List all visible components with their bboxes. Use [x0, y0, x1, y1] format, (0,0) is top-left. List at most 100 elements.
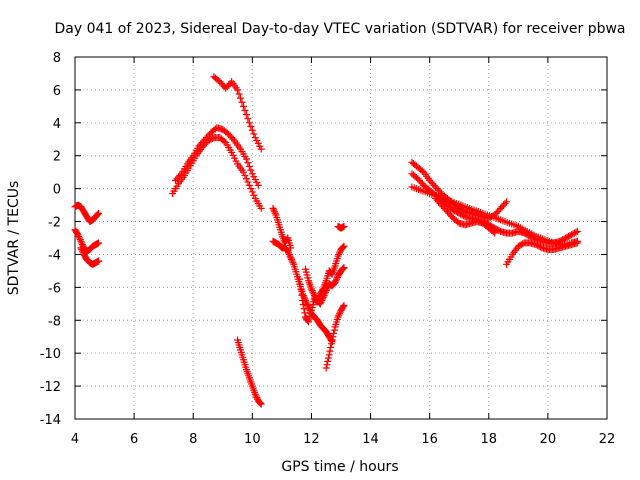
- data-point: [432, 195, 440, 203]
- y-tick-label: -6: [48, 281, 61, 296]
- data-point: [318, 297, 326, 305]
- data-point: [429, 180, 437, 188]
- data-point: [569, 230, 577, 238]
- data-point: [287, 254, 295, 262]
- series-arc-18: [503, 239, 581, 268]
- x-tick-label: 18: [481, 432, 498, 447]
- data-point: [427, 178, 435, 186]
- data-point: [440, 204, 448, 212]
- data-point: [455, 209, 463, 217]
- series-arc-2: [71, 226, 103, 255]
- data-point: [325, 351, 333, 359]
- data-point: [489, 228, 497, 236]
- data-point: [309, 288, 317, 296]
- data-point: [517, 241, 525, 249]
- series-arc-1: [71, 201, 103, 226]
- data-point: [222, 84, 230, 92]
- data-point: [451, 207, 459, 215]
- data-point: [74, 231, 82, 239]
- data-point: [514, 242, 522, 250]
- x-tick-label: 20: [540, 432, 557, 447]
- data-point: [435, 198, 443, 206]
- y-tick-label: -14: [40, 413, 61, 428]
- data-point: [491, 229, 499, 237]
- data-point: [433, 196, 441, 204]
- data-point: [220, 137, 228, 145]
- data-point: [452, 208, 460, 216]
- data-point: [495, 206, 503, 214]
- data-point: [414, 175, 422, 183]
- data-point: [308, 287, 316, 295]
- data-point: [340, 242, 348, 250]
- x-tick-label: 6: [130, 432, 138, 447]
- data-point: [437, 201, 445, 209]
- data-point: [331, 278, 339, 286]
- data-point: [288, 257, 296, 265]
- data-point: [201, 135, 209, 143]
- plot-area-frame: [74, 56, 608, 420]
- data-point: [430, 181, 438, 189]
- data-point: [340, 264, 348, 272]
- data-point: [334, 313, 342, 321]
- x-tick-label: 8: [189, 432, 197, 447]
- data-point: [304, 317, 312, 325]
- data-point: [317, 298, 325, 306]
- data-point: [301, 309, 309, 317]
- data-point: [446, 211, 454, 219]
- data-point: [336, 249, 344, 257]
- data-point: [432, 183, 440, 191]
- y-tick-label: -8: [48, 314, 61, 329]
- data-point: [223, 83, 231, 91]
- data-point: [303, 300, 311, 308]
- data-point: [250, 191, 258, 199]
- y-axis-tick-labels: -14 -12 -10 -8 -6 -4 -2 0 2 4 6 8: [40, 51, 61, 428]
- data-point: [285, 249, 293, 257]
- data-point: [244, 115, 252, 123]
- data-point: [251, 390, 259, 398]
- data-point: [338, 244, 346, 252]
- data-point: [439, 203, 447, 211]
- y-tick-label: -10: [40, 347, 61, 362]
- y-tick-label: -12: [40, 380, 61, 395]
- data-point: [535, 242, 543, 250]
- data-point: [241, 106, 249, 114]
- data-point: [497, 204, 505, 212]
- data-point: [458, 211, 466, 219]
- data-point: [200, 137, 208, 145]
- data-point: [299, 297, 307, 305]
- data-point: [335, 250, 343, 258]
- data-point: [321, 288, 329, 296]
- data-point: [95, 209, 103, 217]
- data-point: [244, 178, 252, 186]
- series-arc-3: [77, 244, 103, 268]
- data-point: [285, 250, 293, 258]
- data-point: [573, 239, 581, 247]
- data-point: [323, 285, 331, 293]
- data-point: [78, 247, 86, 255]
- data-point: [557, 236, 565, 244]
- data-point: [445, 209, 453, 217]
- data-point: [328, 336, 336, 344]
- data-point: [254, 181, 262, 189]
- data-point: [457, 210, 465, 218]
- data-point: [307, 285, 315, 293]
- y-tick-label: 2: [53, 150, 61, 165]
- data-point: [94, 210, 102, 218]
- data-point: [327, 340, 335, 348]
- x-tick-label: 10: [244, 432, 261, 447]
- data-point: [319, 293, 327, 301]
- data-point: [77, 244, 85, 252]
- data-point: [494, 208, 502, 216]
- data-point: [426, 176, 434, 184]
- data-point: [269, 204, 277, 212]
- data-point: [95, 239, 103, 247]
- data-point: [198, 139, 206, 147]
- y-tick-label: 0: [53, 183, 61, 198]
- data-point: [93, 211, 101, 219]
- data-point: [256, 399, 264, 407]
- data-point: [271, 209, 279, 217]
- data-point: [573, 227, 581, 235]
- data-point: [242, 175, 250, 183]
- data-point: [562, 234, 570, 242]
- data-point: [239, 102, 247, 110]
